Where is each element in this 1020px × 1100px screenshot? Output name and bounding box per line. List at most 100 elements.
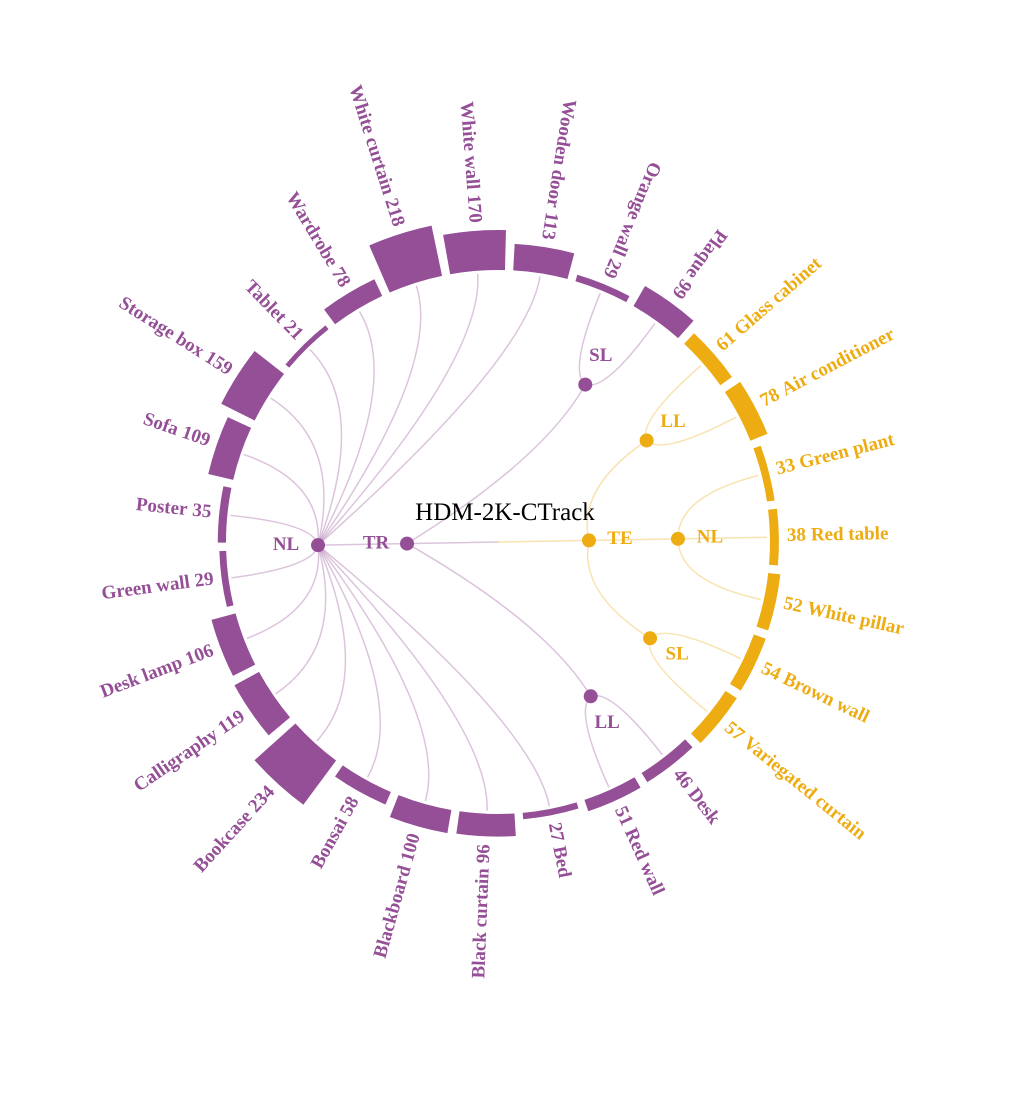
- leaf-label: 38 Red table: [787, 524, 889, 547]
- bar: [217, 486, 232, 543]
- bar: [584, 777, 641, 812]
- bar: [211, 613, 256, 676]
- value-label: 21: [279, 316, 307, 344]
- leaf-label: Orange wall29: [598, 159, 664, 281]
- link: [309, 349, 343, 546]
- link: [317, 544, 381, 778]
- category-label: White curtain: [344, 83, 399, 198]
- value-label: 159: [201, 347, 236, 380]
- bar: [334, 765, 391, 805]
- leaf-label: 54Brown wall: [758, 658, 873, 728]
- link: [677, 538, 761, 601]
- leaf-label: 78Air conditioner: [757, 324, 899, 412]
- category-label: Calligraphy: [130, 724, 222, 796]
- link: [406, 384, 586, 545]
- node: [670, 531, 685, 546]
- bar: [221, 350, 285, 421]
- value-label: 78: [757, 384, 784, 411]
- link: [584, 695, 610, 788]
- bar: [724, 381, 768, 441]
- value-label: 170: [462, 194, 485, 224]
- value-label: 38: [787, 525, 806, 546]
- category-label: Storage box: [115, 293, 208, 363]
- link: [270, 397, 325, 546]
- link: [317, 273, 479, 546]
- links: [230, 273, 767, 811]
- node: [578, 377, 593, 392]
- category-label: Plaque: [681, 225, 731, 283]
- link: [649, 632, 741, 660]
- value-label: 33: [774, 455, 798, 480]
- bar: [285, 325, 329, 368]
- bar: [730, 634, 766, 691]
- node-label: SL: [666, 644, 689, 665]
- leaf-label: Wardrobe78: [281, 189, 354, 292]
- bar: [234, 671, 291, 736]
- category-label: Red wall: [620, 825, 668, 899]
- value-label: 99: [667, 275, 695, 303]
- value-label: 51: [610, 803, 637, 829]
- value-label: 234: [245, 781, 280, 817]
- category-label: Black curtain: [469, 867, 494, 979]
- category-label: Sofa: [140, 409, 181, 441]
- link: [246, 545, 320, 640]
- node-label: TR: [363, 532, 390, 553]
- bar: [208, 417, 252, 480]
- leaf-label: Black curtain 96: [469, 844, 495, 979]
- node: [583, 689, 598, 704]
- value-label: 29: [598, 256, 625, 282]
- bar: [575, 274, 630, 303]
- node: [639, 433, 654, 448]
- bar: [254, 723, 337, 805]
- leaf-label: Storage box159: [115, 293, 236, 380]
- link: [406, 542, 592, 697]
- leaf-label: Calligraphy119: [130, 706, 249, 796]
- bar: [369, 225, 443, 293]
- link: [497, 539, 589, 543]
- value-label: 78: [327, 264, 355, 291]
- link: [317, 544, 488, 811]
- category-label: Wardrobe: [281, 189, 342, 271]
- value-label: 35: [191, 500, 212, 523]
- category-label: Blackboard: [370, 863, 416, 961]
- value-label: 54: [758, 658, 785, 685]
- category-label: Tablet: [240, 276, 291, 328]
- value-label: 58: [336, 793, 364, 820]
- chart-title: HDM-2K-CTrack: [415, 499, 595, 526]
- leaf-label: 61Glass cabinet: [713, 253, 827, 356]
- bar: [219, 550, 234, 607]
- category-label: White wall: [455, 101, 483, 190]
- category-label: Bookcase: [190, 807, 257, 877]
- bar: [522, 802, 579, 820]
- leaf-label: 46Desk: [668, 765, 724, 829]
- bar: [456, 811, 516, 837]
- value-label: 96: [473, 844, 495, 864]
- value-label: 29: [193, 569, 215, 592]
- leaf-label: 52White pillar: [781, 593, 906, 640]
- category-label: Air conditioner: [778, 324, 899, 401]
- category-label: Orange wall: [607, 159, 664, 259]
- node-label: LL: [660, 411, 685, 432]
- value-label: 218: [380, 196, 409, 230]
- link: [407, 541, 499, 545]
- leaf-label: White wall 170: [455, 101, 485, 224]
- node: [311, 538, 326, 553]
- leaf-label: 27Bed: [543, 821, 574, 880]
- leaf-label: Bookcase234: [190, 781, 280, 876]
- link: [243, 453, 320, 546]
- value-label: 52: [781, 593, 804, 618]
- category-label: Glass cabinet: [731, 253, 827, 340]
- link: [586, 540, 651, 639]
- value-label: 109: [179, 422, 213, 451]
- value-label: 113: [537, 211, 562, 241]
- link: [586, 439, 648, 541]
- category-label: Bonsai: [307, 814, 352, 872]
- category-label: Desk: [683, 784, 724, 829]
- category-label: Green wall: [100, 572, 191, 605]
- category-label: Green plant: [797, 429, 897, 474]
- category-label: Brown wall: [779, 669, 872, 728]
- bar: [756, 572, 781, 631]
- leaf-label: White curtain218: [344, 83, 409, 229]
